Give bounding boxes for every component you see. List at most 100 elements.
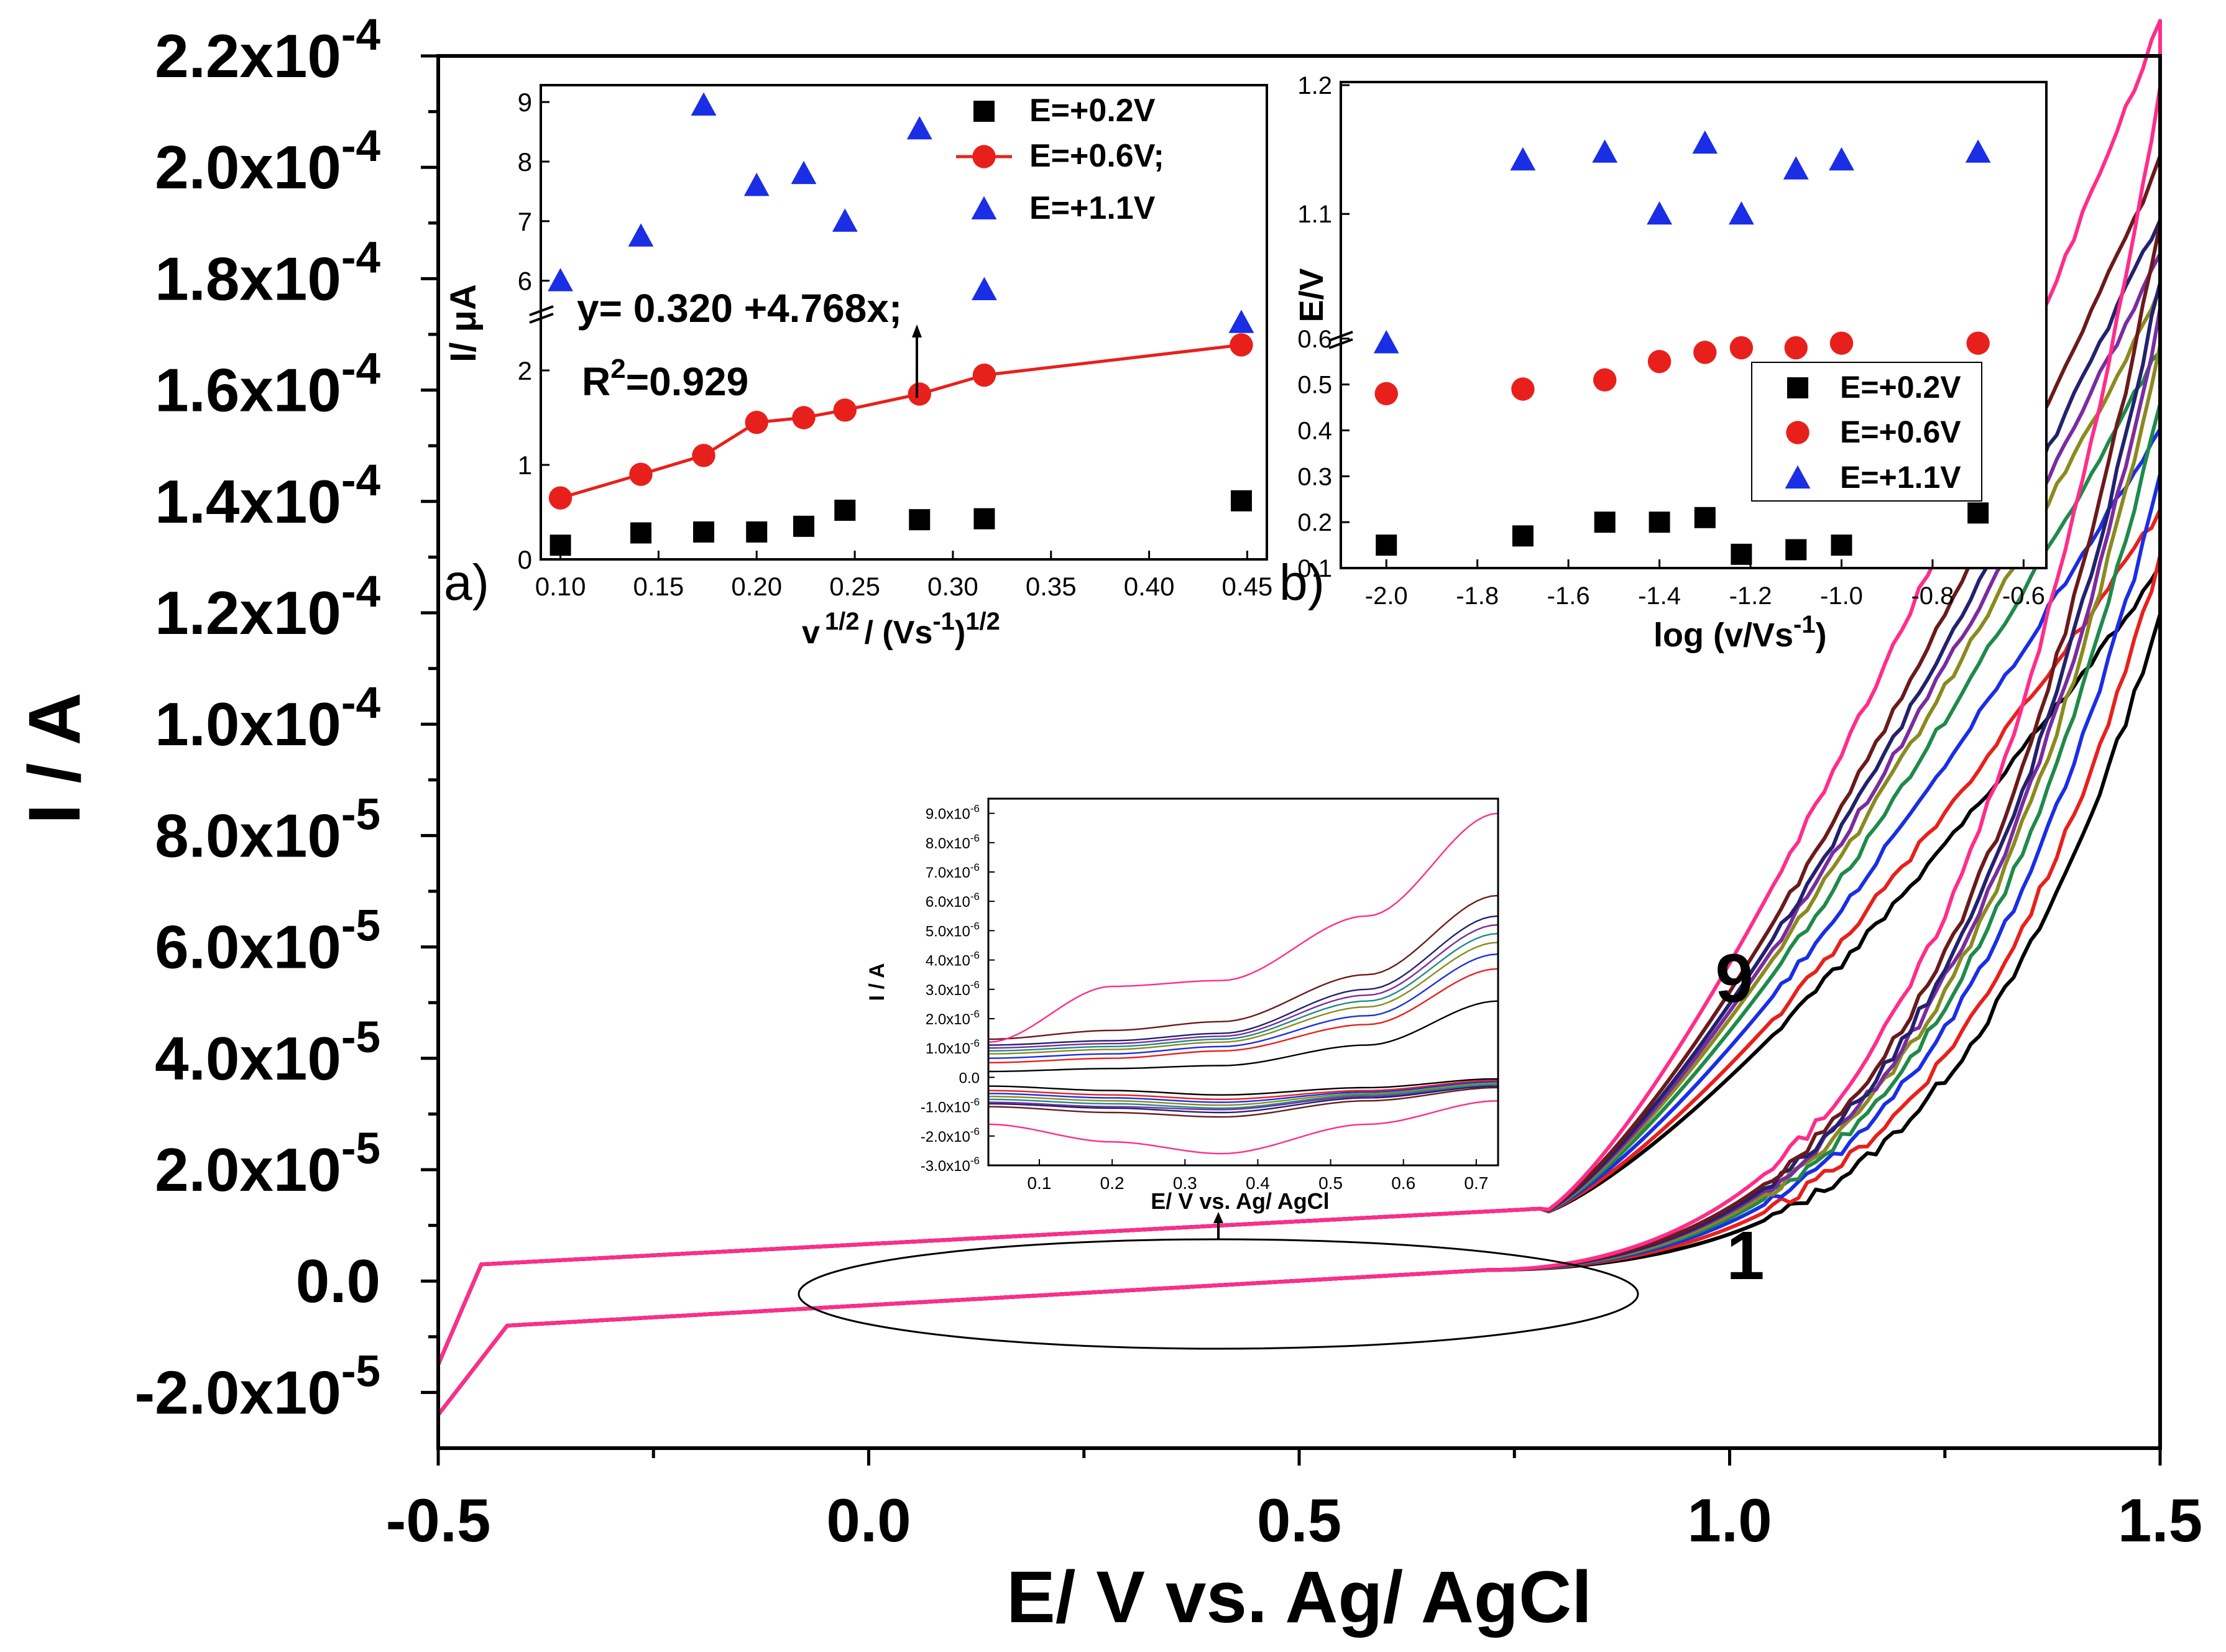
axis-break-mark [529, 305, 554, 316]
tick-label: 4.0x10-5 [155, 1013, 380, 1093]
inset-a-square-point [1230, 490, 1252, 512]
axis-break-mark [529, 313, 554, 324]
tick-mantissa: 7.0x10 [926, 865, 970, 881]
inset-b-triangle-point [1692, 130, 1718, 154]
inset-b-circle-point [1729, 336, 1754, 360]
inset-a-circle-point [792, 406, 816, 429]
main-chart: -0.5 0.0 0.5 1.0 1.5 2.2x10-42.0x10-41.8x10-… [14, 11, 2202, 1638]
tick-mantissa: 1.0x10 [155, 690, 341, 758]
inset-a-legend-marker [973, 101, 995, 122]
inset-a-triangle-point [832, 208, 858, 232]
inset-b-x-tick-label: -0.6 [2002, 582, 2045, 610]
inset-b-circle-point [1374, 382, 1398, 406]
tick-label: 8.0x10-6 [926, 832, 980, 852]
tick-exponent: -4 [341, 233, 381, 282]
inset-b-y-axis-label: E/V [1293, 268, 1330, 322]
inset-b-y-tick-label: 0.3 [1297, 463, 1332, 490]
tick-mantissa: 1.8x10 [155, 244, 341, 313]
inset-b-x-tick-label: -1.0 [1820, 582, 1863, 610]
inset-a-legend-marker [972, 145, 996, 168]
inset-b-square-point [1785, 539, 1807, 561]
x-tick-label: 1.0 [1687, 1486, 1772, 1554]
tick-exponent: -4 [341, 345, 381, 394]
tick-label: 5.0x10-6 [926, 920, 980, 940]
inset-a-square-point [834, 499, 856, 521]
tick-label: 1.4x10-4 [155, 456, 380, 536]
main-axis-ticks [421, 54, 2162, 1466]
tick-label: 1.2x10-4 [155, 567, 380, 647]
inset-a-xlabel-sup2: -1 [932, 608, 955, 635]
inset-b-legend: E=+0.2V E=+0.6V E=+1.1V [1751, 362, 1982, 502]
tick-exponent: -4 [341, 456, 381, 505]
inset-a-fit-equation: y= 0.320 +4.768x; [577, 286, 902, 331]
inset-b-circle-point [1647, 349, 1672, 374]
inset-b-xlabel-main: log (v/Vs [1653, 617, 1793, 654]
tick-exponent: -6 [970, 1037, 980, 1049]
tick-exponent: -6 [970, 979, 980, 991]
inset-a-y-tick-label: 9 [518, 88, 532, 117]
tick-mantissa: 1.0x10 [926, 1040, 970, 1057]
inset-b-markers [1373, 130, 1991, 565]
inset-a-y-tick-label: 8 [518, 147, 532, 177]
inset-a-xlabel-end: ) [955, 615, 965, 651]
inset-a-circle-point [745, 410, 768, 434]
inset-b-x-tick-label: -1.4 [1638, 582, 1681, 610]
inset-a-panel-label: a) [444, 554, 489, 611]
inset-a-y-tick-label: 1 [518, 451, 532, 480]
inset-a-xlabel-v: v [802, 615, 820, 651]
tick-mantissa: 0.0 [296, 1247, 380, 1315]
tick-label: 2.0x10-6 [926, 1008, 980, 1028]
tick-mantissa: 2.0x10 [926, 1011, 970, 1028]
inset-a-x-tick-label: 0.10 [535, 572, 586, 601]
inset-a-circle-point [692, 444, 715, 467]
inset-a-equation-arrowhead [912, 324, 922, 337]
tick-label: 8.0x10-5 [155, 790, 380, 870]
inset-a-x-tick-label: 0.40 [1124, 572, 1175, 601]
tick-mantissa: 1.2x10 [155, 579, 341, 647]
tick-mantissa: 6.0x10 [155, 913, 341, 981]
inset-a-y-tick-labels: 0 1 2 6 7 8 9 [518, 88, 532, 574]
inset-b-xlabel-end: ) [1816, 617, 1827, 654]
axis-break-mark [1328, 331, 1353, 342]
inset-a-square-point [793, 515, 815, 537]
inset-a-triangle-point [691, 92, 717, 116]
tick-label: 2.2x10-4 [155, 11, 380, 90]
r2-rest: =0.929 [626, 359, 749, 404]
inset-a-triangle-point [743, 172, 770, 196]
inset-a-circle-point [972, 363, 996, 387]
inset-b-circle-point [1693, 341, 1717, 364]
x-tick-label: 1.5 [2118, 1486, 2202, 1554]
inset-a-square-point [909, 509, 931, 531]
tick-label: -2.0x10-5 [134, 1347, 380, 1426]
tick-mantissa: 2.0x10 [155, 1136, 341, 1204]
inset-b-circle-point [1829, 331, 1854, 355]
inset-c-x-tick-labels: 0.1 0.2 0.3 0.4 0.5 0.6 0.7 [1028, 1173, 1489, 1193]
tick-exponent: -4 [341, 567, 381, 617]
tick-exponent: -4 [341, 11, 381, 60]
tick-mantissa: 5.0x10 [926, 923, 970, 940]
x-tick-label: 0.5 [1257, 1486, 1341, 1554]
axis-break-mark [1328, 338, 1353, 349]
inset-b-square-point [1594, 512, 1616, 533]
tick-mantissa: 9.0x10 [926, 806, 970, 823]
tick-mantissa: 1.6x10 [155, 356, 341, 424]
tick-mantissa: 8.0x10 [155, 801, 341, 870]
tick-mantissa: -2.0x10 [921, 1129, 970, 1145]
inset-b-y-tick-label: 0.1 [1297, 555, 1332, 582]
inset-a-x-tick-label: 0.30 [927, 572, 978, 601]
inset-b-square-point [1512, 525, 1534, 547]
ellipse-pointer-arrowhead [1213, 1212, 1223, 1223]
tick-exponent: -6 [970, 1155, 980, 1167]
inset-b-legend-label: E=+1.1V [1840, 460, 1961, 495]
inset-b-y-tick-label: 1.2 [1297, 72, 1332, 99]
inset-b-triangle-point [1728, 201, 1754, 225]
tick-exponent: -6 [970, 950, 980, 961]
inset-a-legend-label: E=+1.1V [1029, 190, 1156, 226]
inset-c-x-tick-label: 0.7 [1464, 1173, 1488, 1193]
tick-mantissa: -2.0x10 [134, 1358, 341, 1426]
inset-b-triangle-point [1647, 201, 1672, 225]
inset-a-square-point [630, 522, 651, 544]
inset-a-circle-point [1230, 333, 1253, 357]
